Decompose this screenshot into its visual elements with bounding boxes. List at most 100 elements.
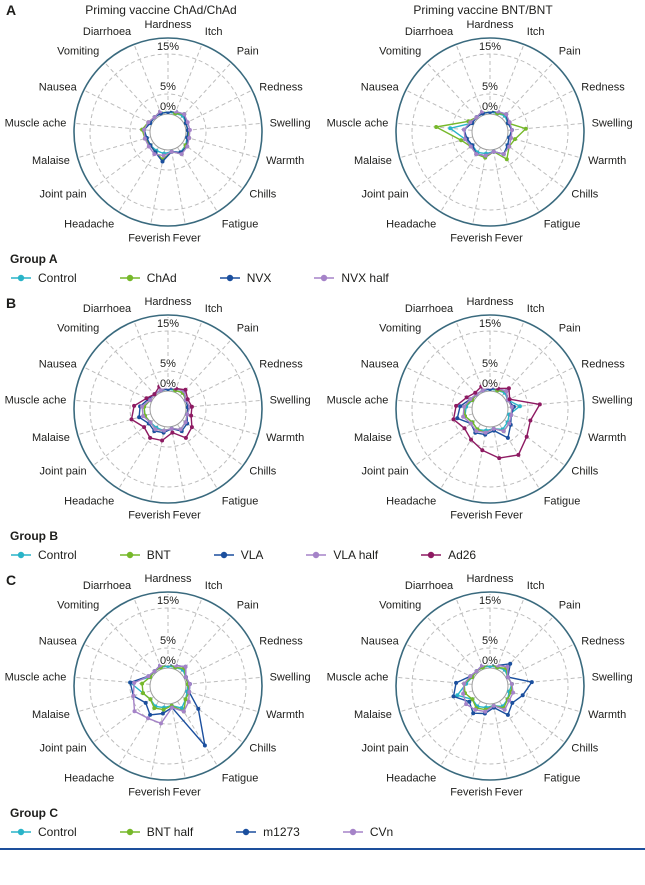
series-marker-cvn <box>491 703 496 708</box>
axis-label-muscle-ache: Muscle ache <box>327 672 389 684</box>
axis-label-muscle-ache: Muscle ache <box>5 118 67 130</box>
axis-spoke <box>426 616 479 674</box>
axis-spoke <box>472 703 488 779</box>
series-marker-cvn <box>502 707 507 712</box>
panel-c: C Hardness Itch Pain Redness Swelling Warmth C… <box>0 572 645 843</box>
series-marker-vla-half <box>480 388 485 393</box>
series-marker-cvn <box>158 663 163 668</box>
legend-label-ad26: Ad26 <box>448 548 477 562</box>
axis-spoke <box>183 89 253 125</box>
series-marker-m1273 <box>143 700 148 705</box>
axis-spoke <box>185 413 259 436</box>
axis-label-nausea: Nausea <box>361 636 400 648</box>
axis-spoke <box>504 696 566 744</box>
legend-group-c: Group C Control BNT half m1273 CVn <box>0 802 645 843</box>
series-marker-ad26 <box>497 456 502 461</box>
axis-spoke <box>505 366 575 402</box>
series-marker-vla-half <box>141 414 145 419</box>
series-marker-vla <box>458 404 463 409</box>
legend-marker-bnt-icon <box>119 551 140 559</box>
series-marker-ad26 <box>166 383 170 387</box>
radar-chart-c-chad: Hardness Itch Pain Redness Swelling Warmth Chi… <box>5 573 311 798</box>
series-marker-nvx-half <box>146 120 151 125</box>
series-marker-nvx-half <box>462 127 467 132</box>
series-marker-nvx-half <box>468 120 473 125</box>
axis-spoke <box>185 122 262 131</box>
zero-circle <box>471 113 509 151</box>
legend-marker-control-icon <box>11 828 31 836</box>
series-marker-vla-half <box>501 429 506 434</box>
axis-label-hardness: Hardness <box>144 573 192 585</box>
axis-spoke <box>440 701 481 767</box>
axis-spoke <box>104 339 157 397</box>
axis-label-joint-pain: Joint pain <box>40 743 87 755</box>
radial-tick-15%: 15% <box>157 41 179 53</box>
axis-label-malaise: Malaise <box>32 432 70 444</box>
series-marker-nvx <box>160 159 165 164</box>
series-marker-nvx-half <box>161 153 166 158</box>
axis-label-headache: Headache <box>64 773 114 785</box>
series-marker-bnt-half <box>183 697 188 702</box>
series-marker-nvx-half <box>169 149 174 154</box>
axis-label-swelling: Swelling <box>592 672 633 684</box>
series-marker-cvn <box>187 690 192 694</box>
series-marker-bnt-half <box>148 697 153 702</box>
series-marker-cvn <box>461 691 466 696</box>
radial-tick-15%: 15% <box>157 318 179 330</box>
series-marker-control <box>448 126 453 131</box>
chart-cell-b-right: Hardness Itch Pain Redness Swelling Warmth Chi… <box>322 295 644 525</box>
radial-tick-0%: 0% <box>482 378 498 390</box>
axis-spoke <box>118 701 159 767</box>
axis-label-diarrhoea: Diarrhoea <box>405 26 454 38</box>
legend-label-chad: ChAd <box>146 271 177 285</box>
charts-row-b: Hardness Itch Pain Redness Swelling Warmth Chi… <box>0 295 645 525</box>
axis-label-vomiting: Vomiting <box>57 46 99 58</box>
axis-label-feverish: Feverish <box>450 509 492 521</box>
axis-spoke <box>426 62 479 120</box>
grid-circle-5 <box>451 647 529 725</box>
axis-label-malaise: Malaise <box>354 432 392 444</box>
series-marker-nvx-half <box>182 112 187 117</box>
series-marker-ad26 <box>462 426 467 431</box>
legend-group-b: Group B Control BNT VLA VLA half Ad26 <box>0 525 645 566</box>
legend-marker-nvx-half-icon <box>314 274 335 282</box>
axis-spoke <box>496 598 525 670</box>
axis-spoke <box>179 616 232 674</box>
series-marker-vla-half <box>462 404 467 409</box>
series-marker-bnt-half <box>140 681 145 686</box>
legend-marker-dot <box>226 274 233 282</box>
legend-item-chad: ChAd <box>119 271 177 285</box>
axis-spoke <box>414 142 476 190</box>
legend-marker-ad26-icon <box>421 551 442 559</box>
axis-label-headache: Headache <box>386 219 436 231</box>
legend-marker-vla-icon <box>213 551 234 559</box>
series-marker-m1273 <box>510 700 515 705</box>
axis-spoke <box>92 419 154 467</box>
axis-spoke <box>179 62 232 120</box>
chart-frame <box>395 314 585 504</box>
series-marker-m1273 <box>505 712 510 717</box>
series-marker-cvn <box>170 705 174 710</box>
legend-item-bnt-half: BNT half <box>119 825 193 839</box>
series-marker-vla-half <box>509 413 514 417</box>
axis-label-fever: Fever <box>173 232 201 244</box>
series-marker-nvx-half <box>142 136 147 141</box>
legend-item-m1273: m1273 <box>235 825 300 839</box>
axis-spoke <box>405 643 475 679</box>
grid-circle-5 <box>129 647 207 725</box>
axis-label-feverish: Feverish <box>450 232 492 244</box>
axis-spoke <box>174 321 203 393</box>
series-marker-vla-half <box>483 430 488 435</box>
axis-spoke <box>170 703 186 779</box>
axis-spoke <box>507 399 584 408</box>
radial-tick-0%: 0% <box>160 101 176 113</box>
legend-label-control: Control <box>38 548 77 562</box>
series-marker-vla-half <box>169 426 174 431</box>
zero-circle <box>149 113 187 151</box>
series-marker-cvn <box>511 690 516 695</box>
series-marker-m1273 <box>529 680 534 685</box>
axis-spoke <box>74 122 151 131</box>
axis-spoke <box>440 424 481 490</box>
series-marker-nvx-half <box>474 115 479 120</box>
series-marker-nvx-half <box>179 152 184 157</box>
